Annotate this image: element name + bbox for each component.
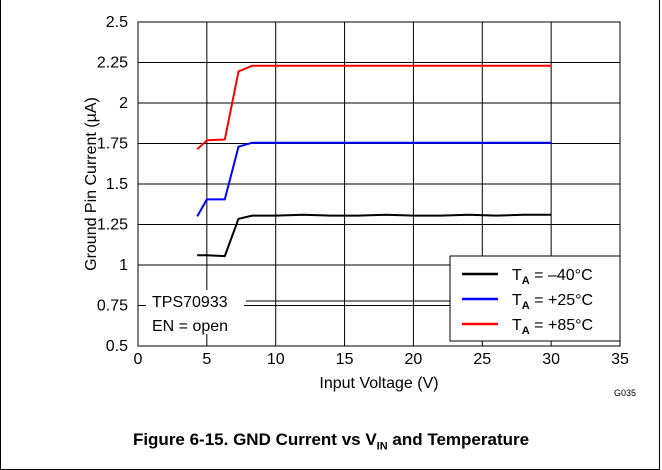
y-tick-label: 2	[119, 95, 128, 112]
x-tick-label: 15	[336, 351, 354, 368]
legend: TA = –40°C TA = +25°C TA = +85°C	[449, 255, 621, 342]
plot-area	[137, 21, 621, 347]
series-line-1	[196, 141, 552, 217]
series-line-0	[197, 213, 552, 258]
chart: 0 5 10 15 20 25 30 35 0.5 0.75 1 1.25 1.5 1.75 2 2.25 2…	[83, 14, 636, 398]
y-tick-label: 2.25	[97, 55, 128, 72]
figure-caption: Figure 6-15. GND Current vs VIN and Temp…	[0, 430, 662, 452]
x-tick-label: 25	[473, 351, 491, 368]
y-tick-label: 1	[119, 257, 128, 274]
x-tick-label: 0	[134, 351, 143, 368]
annotation-enable: EN = open	[152, 318, 228, 335]
y-tick-label: 1.75	[97, 136, 128, 153]
series-lines	[196, 64, 552, 258]
annotation-model: TPS70933	[152, 294, 228, 311]
series-line-2	[196, 64, 552, 150]
legend-label-2: TA = +85°C	[512, 317, 593, 337]
y-axis-ticks: 0.5 0.75 1 1.25 1.5 1.75 2 2.25 2.5	[97, 14, 128, 355]
x-tick-label: 30	[542, 351, 560, 368]
x-tick-label: 10	[267, 351, 285, 368]
annotation-background	[146, 290, 244, 334]
y-tick-label: 1.25	[97, 217, 128, 234]
x-axis-ticks: 0 5 10 15 20 25 30 35	[134, 351, 629, 368]
legend-label-0: TA = –40°C	[512, 267, 593, 287]
y-tick-label: 1.5	[106, 176, 128, 193]
y-tick-label: 0.75	[97, 298, 128, 315]
caption-subscript: IN	[376, 440, 388, 453]
legend-label-1: TA = +25°C	[512, 292, 593, 312]
y-axis-label: Ground Pin Current (µA)	[83, 97, 100, 271]
y-tick-label: 0.5	[106, 338, 128, 355]
x-tick-label: 35	[611, 351, 629, 368]
x-tick-label: 5	[202, 351, 211, 368]
caption-prefix: Figure 6-15. GND Current vs V	[132, 430, 377, 449]
x-tick-label: 20	[405, 351, 423, 368]
y-tick-label: 2.5	[106, 14, 128, 31]
figure-code: G035	[614, 388, 636, 398]
x-axis-label: Input Voltage (V)	[319, 375, 438, 392]
caption-suffix: and Temperature	[387, 430, 530, 449]
